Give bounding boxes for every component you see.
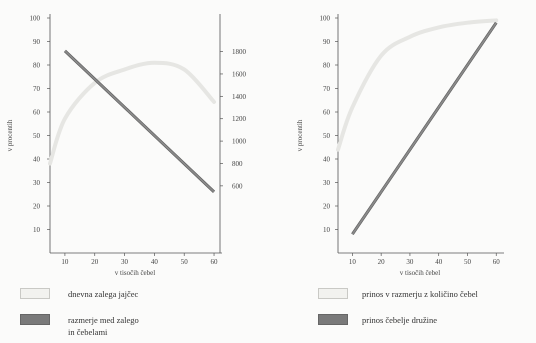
x-tick-label: 10 (349, 258, 357, 266)
legend-label: prinos v razmerju z količino čebel (362, 289, 478, 299)
x-tick-label: 50 (464, 258, 472, 266)
legend-label: dnevna zalega jajčec (68, 289, 139, 299)
y-tick-label: 60 (323, 109, 331, 117)
right-legend: prinos v razmerju z količino čebel prino… (318, 288, 534, 338)
series-line (48, 60, 217, 166)
legend-label: razmerje med zalego (68, 315, 139, 325)
y-tick-label: 80 (323, 62, 331, 70)
x-tick-label: 10 (61, 258, 69, 266)
right-chart: 10 20 30 40 50 60 70 80 90 100 10 20 30 40 50 60 v tisoč… (296, 14, 504, 277)
x-tick-label: 60 (211, 258, 219, 266)
legend-swatch-dark (20, 314, 50, 325)
legend-swatch-light (318, 288, 348, 299)
y-tick-label: 40 (33, 156, 41, 164)
y-tick-label: 10 (323, 226, 331, 234)
y2-tick-label: 600 (232, 182, 243, 190)
left-legend: dnevna zalega jajčec razmerje med zalego… (20, 288, 240, 338)
y-tick-label: 30 (323, 179, 331, 187)
y-tick-label: 20 (323, 203, 331, 211)
y-tick-label: 70 (33, 85, 41, 93)
x-tick-label: 30 (121, 258, 129, 266)
x-tick-label: 40 (435, 258, 443, 266)
y-axis-label: v procentih (296, 119, 304, 151)
x-axis-label: v tisočih čebel (400, 269, 440, 277)
x-tick-label: 40 (151, 258, 159, 266)
y-tick-label: 90 (33, 38, 41, 46)
legend-swatch-light (20, 288, 50, 299)
y-tick-label: 40 (323, 156, 331, 164)
x-tick-label: 20 (91, 258, 99, 266)
y2-tick-label: 1800 (232, 48, 247, 56)
legend-label: prinos čebelje družine (362, 315, 438, 325)
x-tick-label: 50 (181, 258, 189, 266)
y2-tick-label: 1200 (232, 115, 247, 123)
x-axis-label: v tisočih čebel (115, 269, 155, 277)
y-tick-label: 50 (323, 132, 331, 140)
left-chart: 10 20 30 40 50 60 70 80 90 100 600 800 1000 1200 1400 1… (6, 14, 247, 277)
series-line (64, 50, 215, 193)
legend-swatch-dark (318, 314, 348, 325)
x-tick-label: 20 (378, 258, 386, 266)
y-tick-label: 30 (33, 179, 41, 187)
y-tick-label: 60 (33, 109, 41, 117)
y-tick-label: 100 (30, 15, 41, 23)
y-tick-label: 10 (33, 226, 41, 234)
y2-tick-label: 800 (232, 160, 243, 168)
y-tick-label: 20 (33, 203, 41, 211)
series-line (336, 18, 499, 152)
y-tick-label: 100 (320, 15, 331, 23)
x-tick-label: 60 (493, 258, 501, 266)
y-tick-label: 70 (323, 85, 331, 93)
y2-tick-label: 1400 (232, 93, 247, 101)
y2-tick-label: 1000 (232, 138, 247, 146)
y-tick-label: 50 (33, 132, 41, 140)
y-tick-label: 90 (323, 38, 331, 46)
y2-tick-label: 1600 (232, 70, 247, 78)
series-line (351, 22, 497, 235)
y-axis-label: v procentih (6, 119, 14, 151)
legend-label-line2: in čebelami (68, 327, 108, 337)
y-tick-label: 80 (33, 62, 41, 70)
x-tick-label: 30 (406, 258, 414, 266)
